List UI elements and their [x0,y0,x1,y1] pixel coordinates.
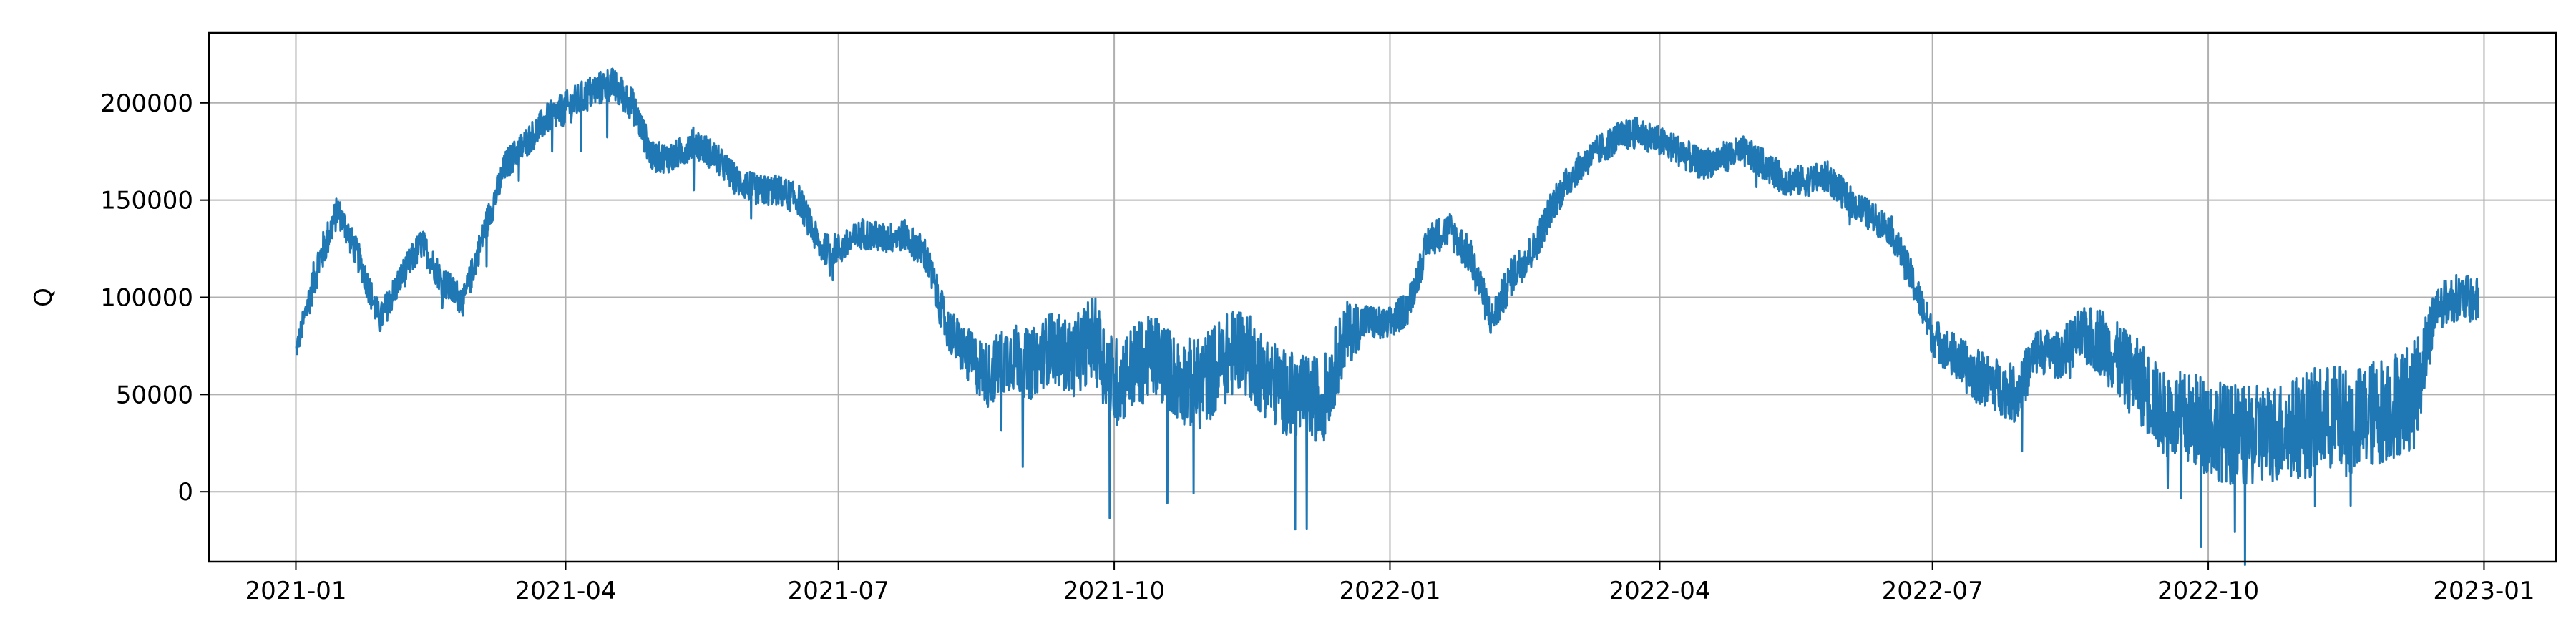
y-axis: 0 50000 100000 150000 200000 [100,89,209,507]
x-tick-label: 2022-10 [2157,577,2259,605]
y-axis-label: Q [29,288,58,307]
y-tick-label: 200000 [100,89,193,118]
x-tick-label: 2022-04 [1609,577,1710,605]
y-tick-label: 100000 [100,284,193,313]
y-tick-label: 0 [177,478,193,507]
series-line [295,67,2479,566]
x-tick-label: 2021-10 [1063,577,1165,605]
y-tick-label: 50000 [116,381,193,409]
x-tick-label: 2022-01 [1339,577,1440,605]
x-tick-label: 2021-01 [245,577,346,605]
y-tick-label: 150000 [100,187,193,215]
x-tick-label: 2021-07 [788,577,889,605]
series-layer [295,67,2479,566]
x-axis: 2021-01 2021-04 2021-07 2021-10 2022-01 2022-… [245,562,2534,605]
x-tick-label: 2022-07 [1882,577,1984,605]
x-tick-label: 2021-04 [514,577,616,605]
x-tick-label: 2023-01 [2433,577,2534,605]
